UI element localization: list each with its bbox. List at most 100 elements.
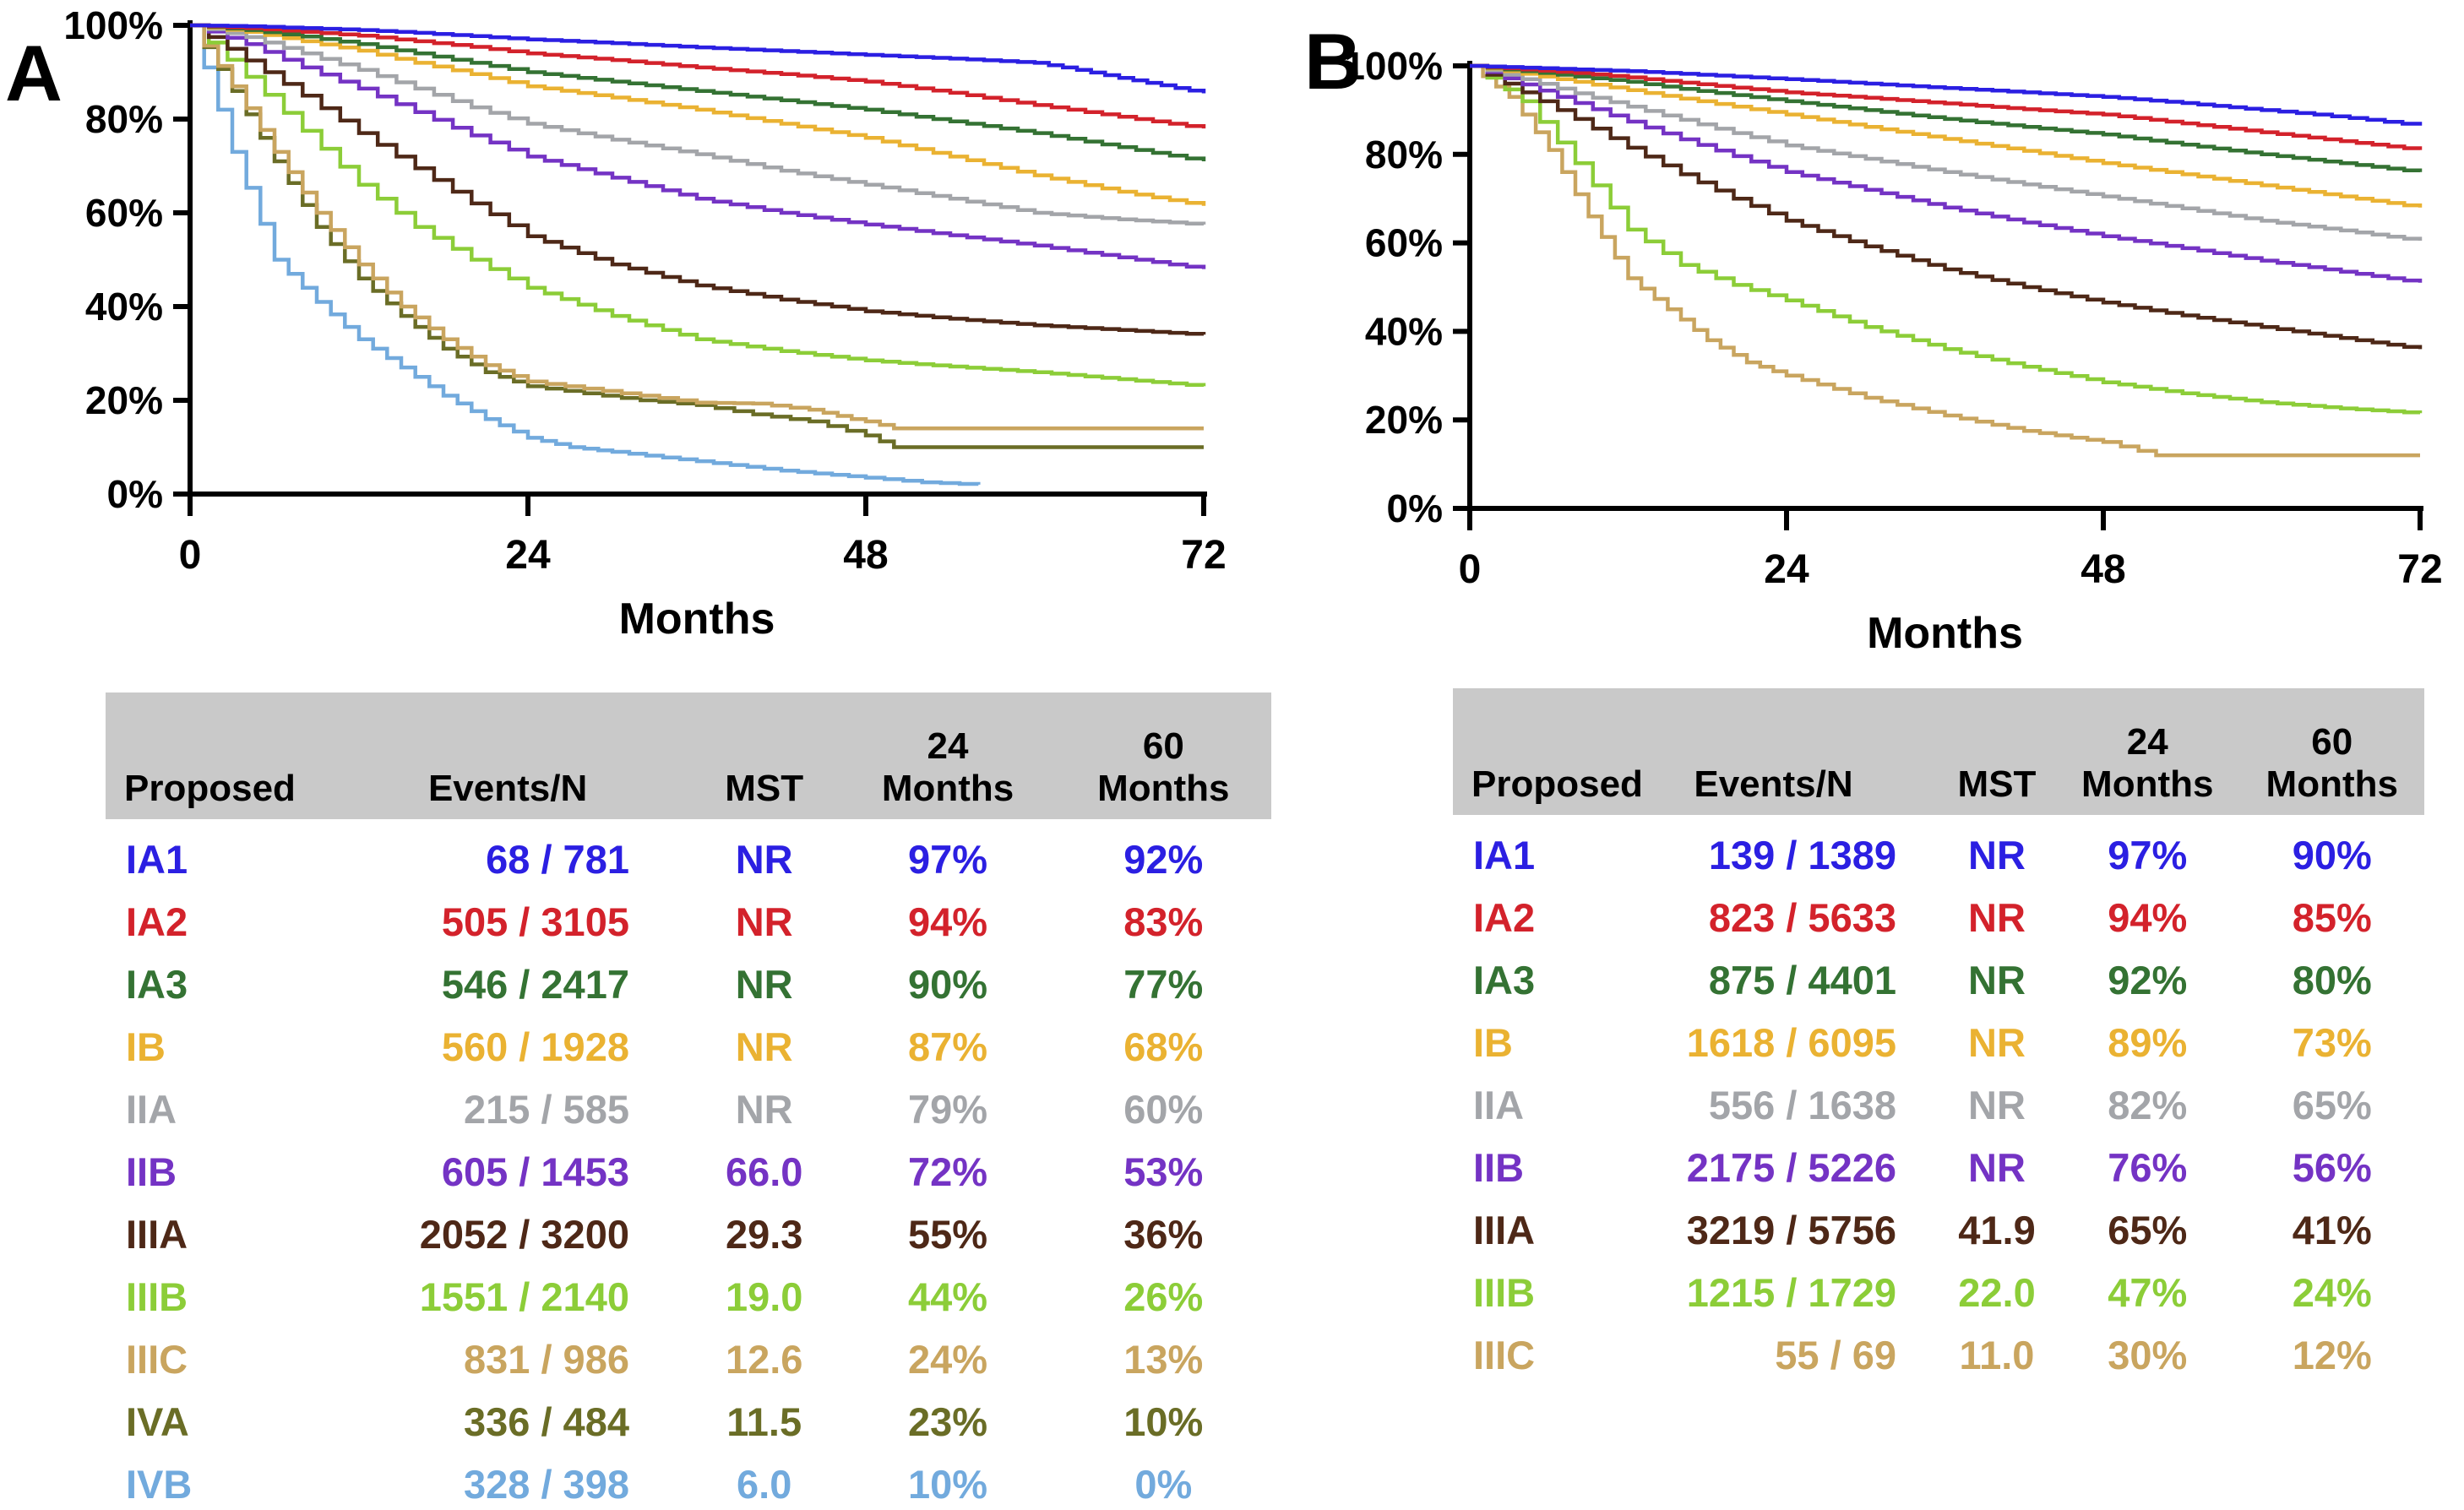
km-curve-IIIB: [1470, 63, 2423, 415]
cell-60mo-IIIC: 12%: [2292, 1332, 2372, 1377]
cell-mst-IIB: 66.0: [725, 1149, 803, 1194]
km-plot-a: 0% 20% 40% 60% 80% 100% 0 24 48 72 Months: [63, 3, 1225, 644]
km-curve-IIIA: [1470, 63, 2423, 350]
cell-stage-IB: IB: [126, 1024, 166, 1069]
header-60-months: 60 Months: [1056, 725, 1271, 811]
km-curve-IIIB: [190, 23, 1206, 387]
km-curve-IA3: [1470, 63, 2423, 172]
panel-a-chart: 0% 20% 40% 60% 80% 100% 0 24 48 72 Months: [46, 0, 1225, 667]
cell-60mo-IIA: 65%: [2292, 1082, 2372, 1127]
cell-24mo-IIIA: 55%: [907, 1211, 988, 1257]
cell-events-IIA: 556 / 1638: [1708, 1082, 1896, 1127]
cell-60mo-IIIA: 41%: [2292, 1207, 2372, 1252]
header-60-top: 60: [2311, 720, 2353, 763]
cell-60mo-IIIB: 24%: [2292, 1269, 2372, 1315]
table-row-IB: IB 1618 / 6095 NR 89% 73%: [1453, 1011, 2424, 1073]
cell-mst-IB: NR: [735, 1024, 793, 1069]
cell-24mo-IIIB: 47%: [2108, 1269, 2188, 1315]
km-curve-IIIC: [1470, 63, 2420, 458]
cell-mst-IA3: NR: [1968, 957, 2026, 1002]
cell-events-IB: 1618 / 6095: [1686, 1019, 1896, 1065]
cell-events-IVB: 328 / 398: [463, 1461, 629, 1507]
table-row-IA2: IA2 823 / 5633 NR 94% 85%: [1453, 886, 2424, 948]
cell-stage-IIB: IIB: [1473, 1144, 1525, 1190]
cell-events-IIB: 2175 / 5226: [1686, 1144, 1896, 1190]
cell-60mo-IIA: 60%: [1123, 1086, 1204, 1132]
cell-60mo-IIB: 53%: [1123, 1149, 1204, 1194]
cell-mst-IIA: NR: [1968, 1082, 2026, 1127]
y-tick-label: 0%: [107, 472, 163, 516]
cell-60mo-IIIC: 13%: [1123, 1336, 1204, 1382]
table-row-IIIC: IIIC 831 / 986 12.6 24% 13%: [106, 1328, 1271, 1390]
km-curve-IA1: [190, 23, 1206, 94]
y-tick-label: 80%: [1365, 133, 1443, 177]
cell-stage-IIIA: IIIA: [1473, 1207, 1536, 1252]
table-row-IIA: IIA 215 / 585 NR 79% 60%: [106, 1078, 1271, 1140]
cell-mst-IIIB: 22.0: [1958, 1269, 2036, 1315]
cell-mst-IIIC: 12.6: [725, 1336, 803, 1382]
cell-mst-IA2: NR: [735, 899, 793, 944]
cell-24mo-IIA: 79%: [907, 1086, 988, 1132]
y-tick-label: 0%: [1387, 486, 1443, 530]
panel-a: A 0% 20% 40% 60% 80% 100% 0 24 48 72 Months Propos…: [5, 0, 1271, 1507]
km-curve-IA2: [1470, 63, 2423, 150]
cell-stage-IA3: IA3: [1473, 957, 1536, 1002]
cell-events-IA2: 505 / 3105: [441, 899, 629, 944]
y-tick-label: 100%: [1347, 44, 1443, 88]
cell-60mo-IA1: 90%: [2292, 832, 2372, 877]
km-curve-IIB: [190, 23, 1206, 269]
table-row-IIB: IIB 605 / 1453 66.0 72% 53%: [106, 1140, 1271, 1203]
x-tick-label: 24: [1764, 547, 1809, 592]
cell-stage-IIIA: IIIA: [126, 1211, 188, 1257]
cell-24mo-IIA: 82%: [2108, 1082, 2188, 1127]
cell-events-IA1: 139 / 1389: [1708, 832, 1896, 877]
cell-stage-IA1: IA1: [126, 836, 188, 882]
cell-mst-IB: NR: [1968, 1019, 2026, 1065]
cell-24mo-IA1: 97%: [2108, 832, 2188, 877]
cell-24mo-IVA: 23%: [907, 1399, 988, 1444]
km-plot-b: 0% 20% 40% 60% 80% 100% 0 24 48 72 Months: [1347, 44, 2443, 658]
cell-60mo-IIIA: 36%: [1123, 1211, 1204, 1257]
cell-stage-IB: IB: [1473, 1019, 1513, 1065]
cell-24mo-IA2: 94%: [907, 899, 988, 944]
table-row-IIIA: IIIA 2052 / 3200 29.3 55% 36%: [106, 1203, 1271, 1265]
x-tick-label: 24: [505, 533, 551, 578]
x-tick-label: 72: [1181, 533, 1225, 578]
cell-24mo-IB: 89%: [2108, 1019, 2188, 1065]
cell-events-IIIA: 2052 / 3200: [419, 1211, 629, 1257]
km-curve-IIA: [1470, 63, 2423, 241]
cell-mst-IA3: NR: [735, 961, 793, 1007]
cell-24mo-IA3: 92%: [2108, 957, 2188, 1002]
header-24-top: 24: [927, 725, 969, 767]
panel-b-label: B: [1304, 17, 1362, 106]
cell-24mo-IVB: 10%: [907, 1461, 988, 1507]
header-60-months: 60 Months: [2240, 721, 2425, 807]
cell-mst-IIA: NR: [735, 1086, 793, 1132]
table-row-IIIC: IIIC 55 / 69 11.0 30% 12%: [1453, 1323, 2424, 1386]
y-tick-label: 60%: [1365, 221, 1443, 265]
header-24-top: 24: [2126, 720, 2168, 763]
cell-60mo-IA2: 83%: [1123, 899, 1204, 944]
y-tick-label: 20%: [1365, 398, 1443, 442]
panel-a-label: A: [5, 29, 63, 117]
cell-24mo-IIIA: 65%: [2108, 1207, 2188, 1252]
cell-mst-IVA: 11.5: [726, 1399, 802, 1444]
cell-60mo-IA3: 77%: [1123, 961, 1204, 1007]
cell-events-IA3: 875 / 4401: [1708, 957, 1896, 1002]
table-row-IB: IB 560 / 1928 NR 87% 68%: [106, 1015, 1271, 1078]
y-tick-label: 60%: [85, 191, 163, 235]
panel-a-table: Proposed Events/N MST 24 Months 60 Months IA1 68…: [106, 693, 1271, 1510]
header-mst: MST: [725, 768, 804, 810]
cell-stage-IIIB: IIIB: [1473, 1269, 1536, 1315]
km-curve-IB: [190, 23, 1206, 206]
table-rows: IA1 68 / 781 NR 97% 92% IA2 505 / 3105 NR 94% 83%…: [106, 828, 1271, 1510]
cell-stage-IA1: IA1: [1473, 832, 1536, 877]
table-row-IA3: IA3 875 / 4401 NR 92% 80%: [1453, 948, 2424, 1011]
cell-24mo-IIB: 76%: [2108, 1144, 2188, 1190]
header-24-bottom: Months: [881, 768, 1014, 810]
cell-mst-IIIA: 29.3: [725, 1211, 803, 1257]
x-tick-label: 0: [179, 533, 202, 578]
cell-stage-IA2: IA2: [1473, 894, 1536, 940]
cell-stage-IIIC: IIIC: [1473, 1332, 1536, 1377]
cell-events-IIIB: 1215 / 1729: [1686, 1269, 1896, 1315]
